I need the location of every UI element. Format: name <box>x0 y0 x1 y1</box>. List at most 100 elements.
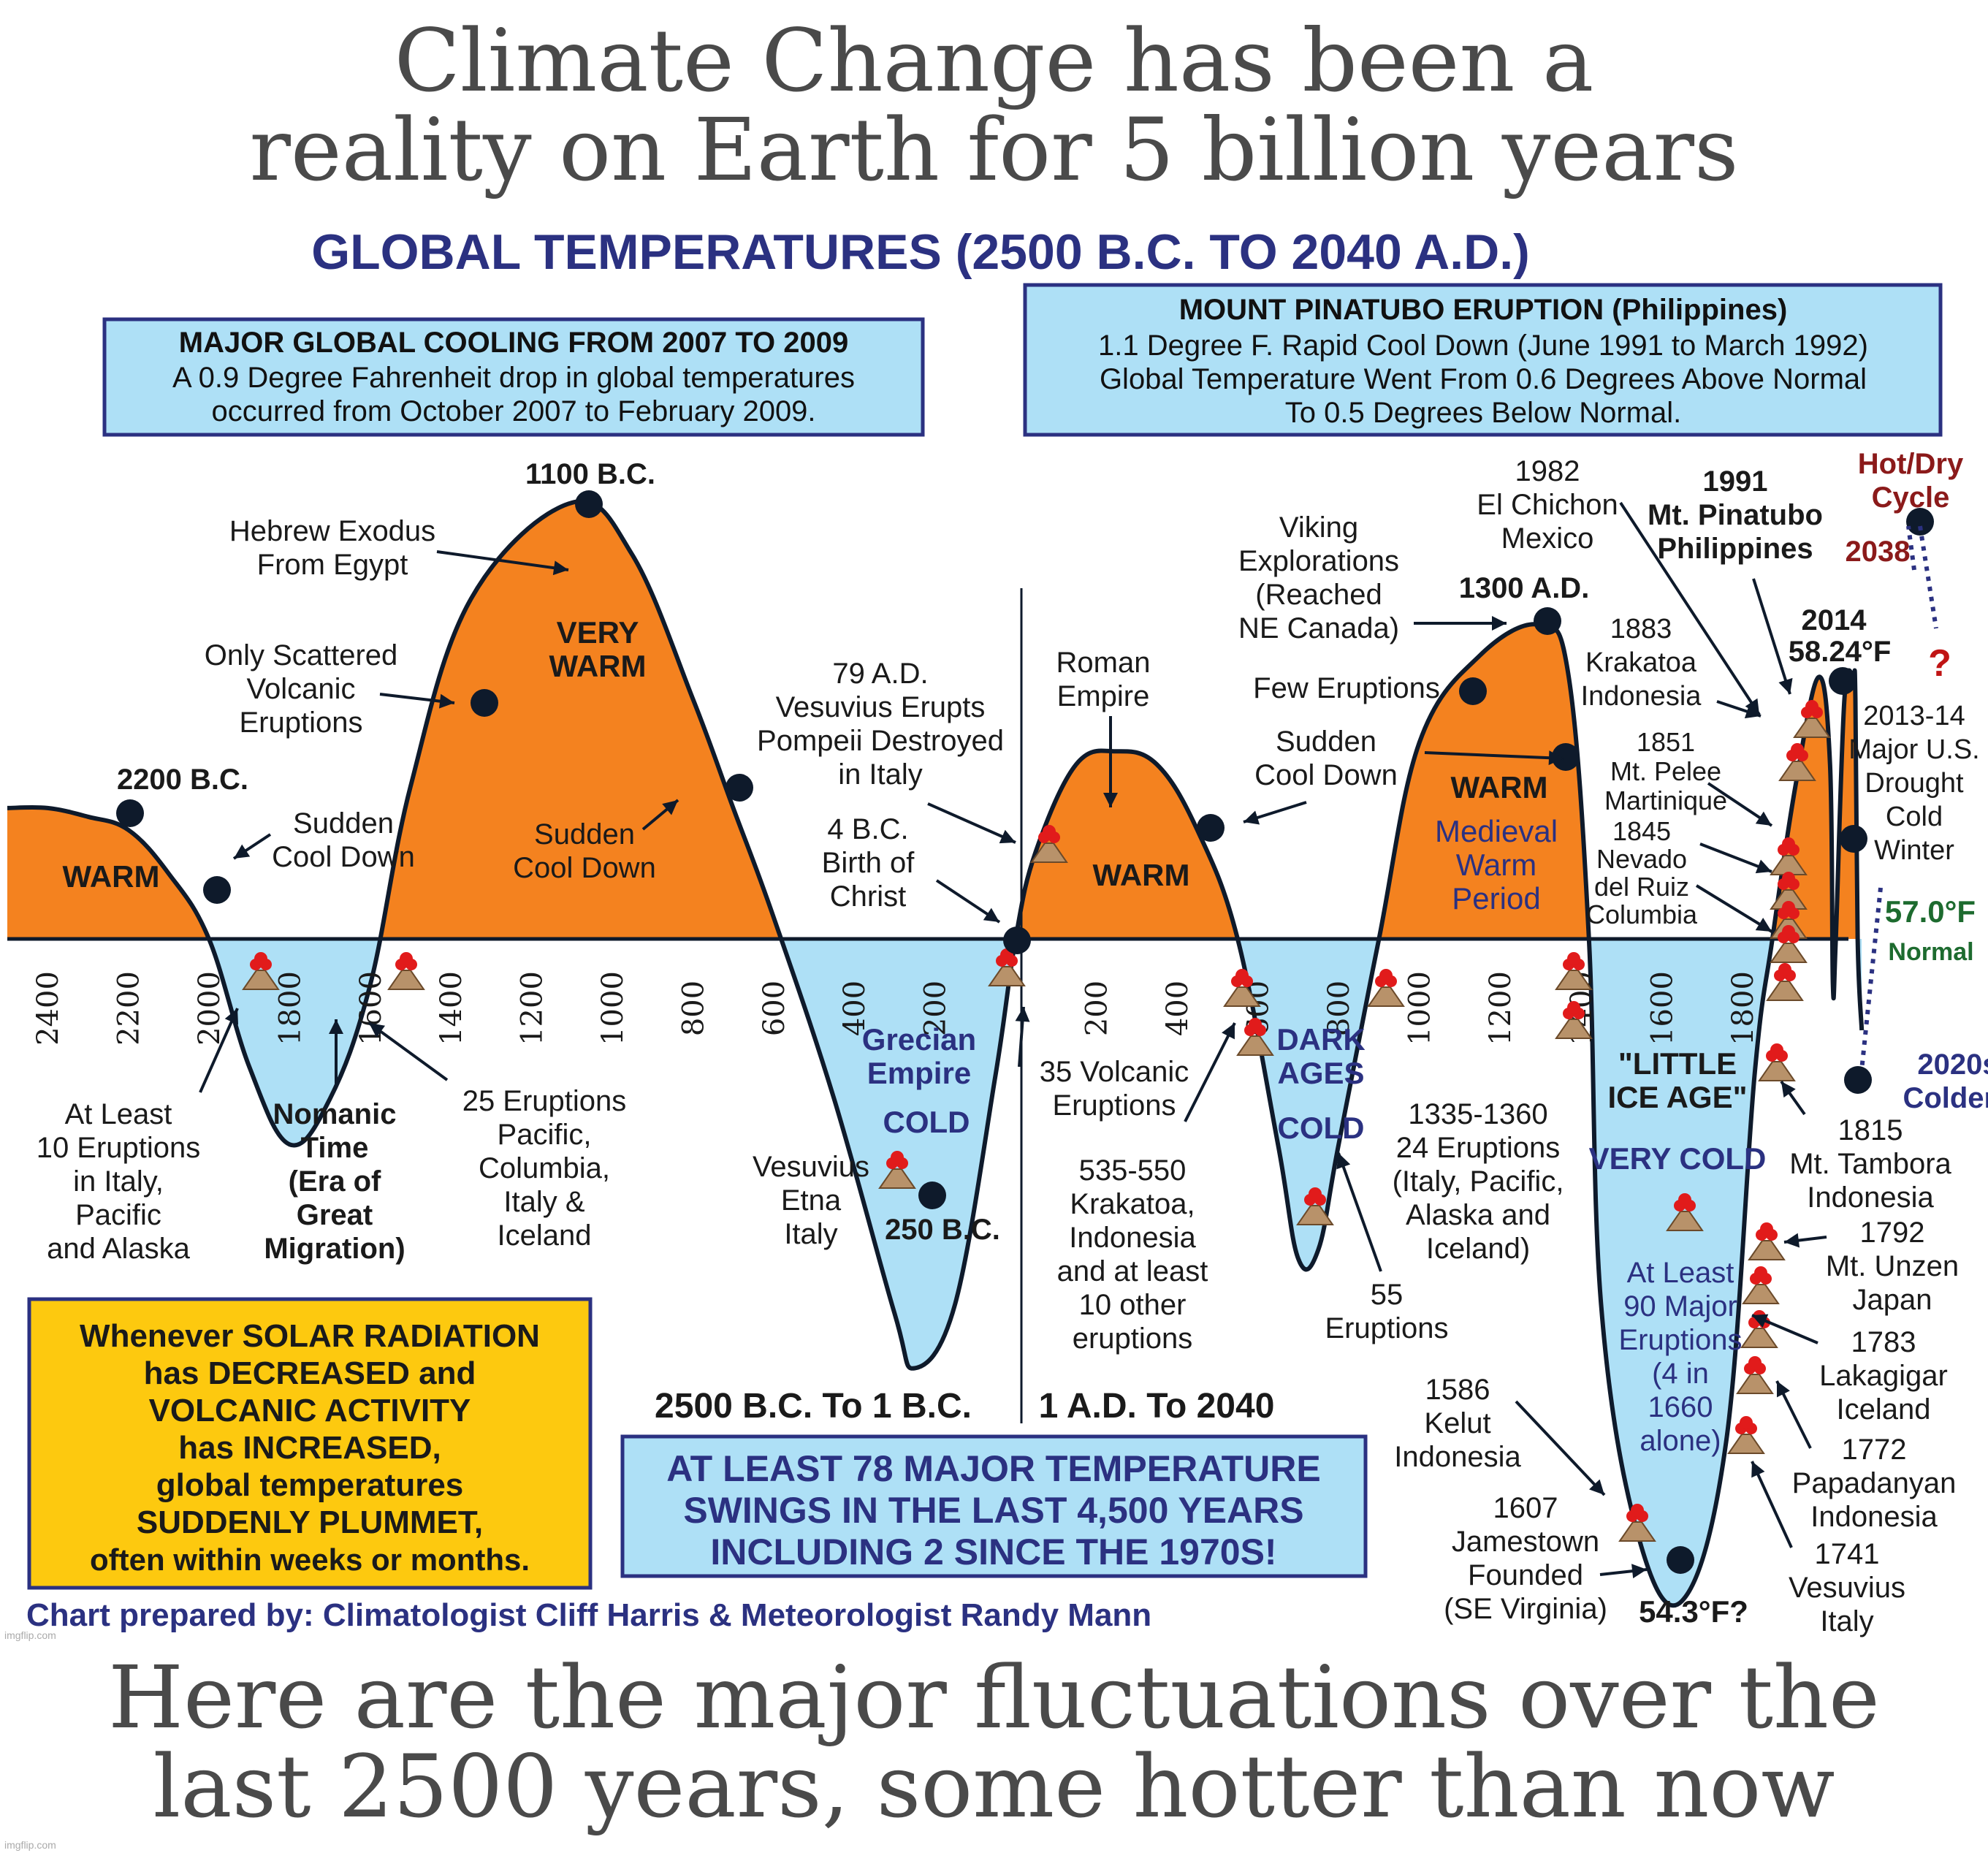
arrow-head <box>1745 698 1759 715</box>
tick-ad-800: 800 <box>1322 981 1356 1036</box>
annotation-1-line: Volcanic <box>247 673 356 705</box>
tick-bc-600: 600 <box>758 981 791 1036</box>
annotation-13: 1851 Mt. Pelee Martinique <box>1604 727 1727 815</box>
zone-cold-grecian: COLD <box>883 1105 970 1139</box>
volcano-icon <box>1770 837 1808 875</box>
arrow-line <box>1752 578 1791 695</box>
annotation-arrows <box>199 501 1938 1579</box>
annotation-26-line: Mt. Tambora <box>1789 1148 1951 1180</box>
arrow-line <box>1695 884 1773 933</box>
chart-title: GLOBAL TEMPERATURES (2500 B.C. TO 2040 A… <box>311 224 1530 280</box>
annotation-18-line: Time <box>301 1132 369 1164</box>
cooling-box-title: MAJOR GLOBAL COOLING FROM 2007 TO 2009 <box>179 327 848 359</box>
annotation-18-line: Nomanic <box>273 1098 397 1130</box>
annotation-31-line: Indonesia <box>1394 1441 1521 1473</box>
volcano-plume <box>1782 901 1795 914</box>
volcano-cone <box>1766 981 1804 1001</box>
zone-grecian-empire-line: Empire <box>867 1056 971 1090</box>
volcano-cone <box>988 966 1026 986</box>
pinatubo-box-line-2: Global Temperature Went From 0.6 Degrees… <box>1100 363 1867 395</box>
projection-line-2038 <box>1906 525 1916 571</box>
arrow-head <box>1336 1153 1351 1170</box>
marker-dot <box>1667 1546 1694 1574</box>
annotation-22-line: and at least <box>1057 1255 1208 1287</box>
annotation-26: 1815 Mt. Tambora Indonesia <box>1789 1114 1951 1214</box>
low-temp-label: 54.3°F? <box>1639 1594 1748 1629</box>
annotation-15-line: Drought <box>1865 768 1964 799</box>
annotation-5-line: 4 B.C. <box>827 813 908 845</box>
zone-grecian-empire-line: Grecian <box>862 1022 976 1057</box>
arrow-head <box>1588 1479 1604 1495</box>
volcano-cone <box>1770 943 1808 963</box>
annotation-12-line: Krakatoa <box>1585 647 1697 678</box>
annotation-29-line: Papadanyan <box>1792 1467 1957 1499</box>
arrow-head <box>1781 1081 1796 1098</box>
volcano-icon <box>1666 1193 1704 1231</box>
marker-2200bc: 2200 B.C. <box>117 764 248 796</box>
solar-box-line: VOLCANIC ACTIVITY <box>149 1393 471 1428</box>
volcano-plume <box>1805 700 1818 713</box>
arrow-head <box>438 693 454 709</box>
annotation-1-line: Only Scattered <box>205 639 398 671</box>
volcano-cone <box>1367 986 1405 1007</box>
volcano-cone <box>1030 842 1068 863</box>
arrow-line <box>199 1008 239 1093</box>
annotation-19-line: Iceland <box>498 1220 592 1252</box>
volcano-icon <box>1793 700 1831 738</box>
annotation-20-line: Italy <box>784 1218 837 1250</box>
annotation-29-line: Indonesia <box>1810 1501 1938 1533</box>
annotation-21-line: Eruptions <box>1053 1089 1176 1122</box>
annotation-17-line: in Italy, <box>73 1165 164 1198</box>
solar-box-line: has DECREASED and <box>144 1355 476 1391</box>
annotation-20-line: Etna <box>781 1184 842 1217</box>
recent-temp-label: 58.24°F <box>1789 636 1892 668</box>
volcano-plume <box>1567 952 1580 965</box>
volcano-icon <box>1555 1001 1593 1039</box>
annotation-9: Sudden Cool Down <box>1254 726 1398 791</box>
arrow-head <box>1778 677 1793 694</box>
annotation-20: Vesuvius Etna Italy <box>753 1151 869 1250</box>
annotation-22-line: 535-550 <box>1079 1154 1187 1187</box>
annotation-19-line: Columbia, <box>479 1152 610 1184</box>
annotation-10: 1982 El Chichon Mexico <box>1477 455 1618 555</box>
annotation-25-line: 1660 <box>1648 1391 1713 1423</box>
marker-2038: 2038 <box>1846 536 1911 568</box>
solar-box-line: often within weeks or months. <box>90 1542 530 1577</box>
volcano-plume <box>1760 1222 1773 1236</box>
volcano-cone <box>1793 718 1831 738</box>
annotation-11-line: Mt. Pinatubo <box>1648 499 1823 531</box>
arrow-head <box>1755 859 1772 874</box>
annotation-0-line: Hebrew Exodus <box>229 515 435 547</box>
annotation-13-line: Martinique <box>1604 785 1727 815</box>
marker-dots <box>116 490 1934 1574</box>
tick-bc-800: 800 <box>677 981 710 1036</box>
volcano-icon <box>1770 872 1808 910</box>
volcano-plume <box>1235 969 1249 982</box>
annotation-32-line: Founded <box>1468 1559 1583 1591</box>
annotation-24: 1335-1360 24 Eruptions (Italy, Pacific, Ala… <box>1393 1098 1564 1265</box>
annotation-2: Sudden Cool Down <box>272 807 415 873</box>
annotation-24-line: Alaska and <box>1406 1199 1550 1231</box>
marker-dot <box>203 876 231 904</box>
marker-dot <box>1459 677 1487 705</box>
volcano-icon <box>1223 969 1261 1007</box>
cold-area <box>7 939 1862 1606</box>
arrow-line <box>1184 1022 1236 1122</box>
zone-very-warm-line: WARM <box>549 649 647 683</box>
volcano-icon <box>1748 1222 1786 1260</box>
annotation-2-line: Cool Down <box>272 841 415 873</box>
annotation-14-line: del Ruiz <box>1594 872 1689 902</box>
annotation-12-line: Indonesia <box>1581 681 1702 712</box>
volcano-cone <box>1778 761 1816 781</box>
projection-line-cold <box>1859 887 1883 1071</box>
annotation-22-line: 10 other <box>1079 1289 1187 1321</box>
arrow-head <box>1631 1564 1647 1579</box>
annotation-32-line: (SE Virginia) <box>1444 1593 1607 1625</box>
annotation-23-line: Eruptions <box>1325 1312 1449 1344</box>
annotation-18: Nomanic Time (Era of Great Migration) <box>264 1098 405 1265</box>
zone-little-ice-age-line: "LITTLE <box>1618 1046 1737 1081</box>
annotation-31-line: 1586 <box>1425 1374 1490 1406</box>
volcano-cone <box>1770 855 1808 875</box>
watermark-bottom: imgflip.com <box>4 1839 56 1851</box>
